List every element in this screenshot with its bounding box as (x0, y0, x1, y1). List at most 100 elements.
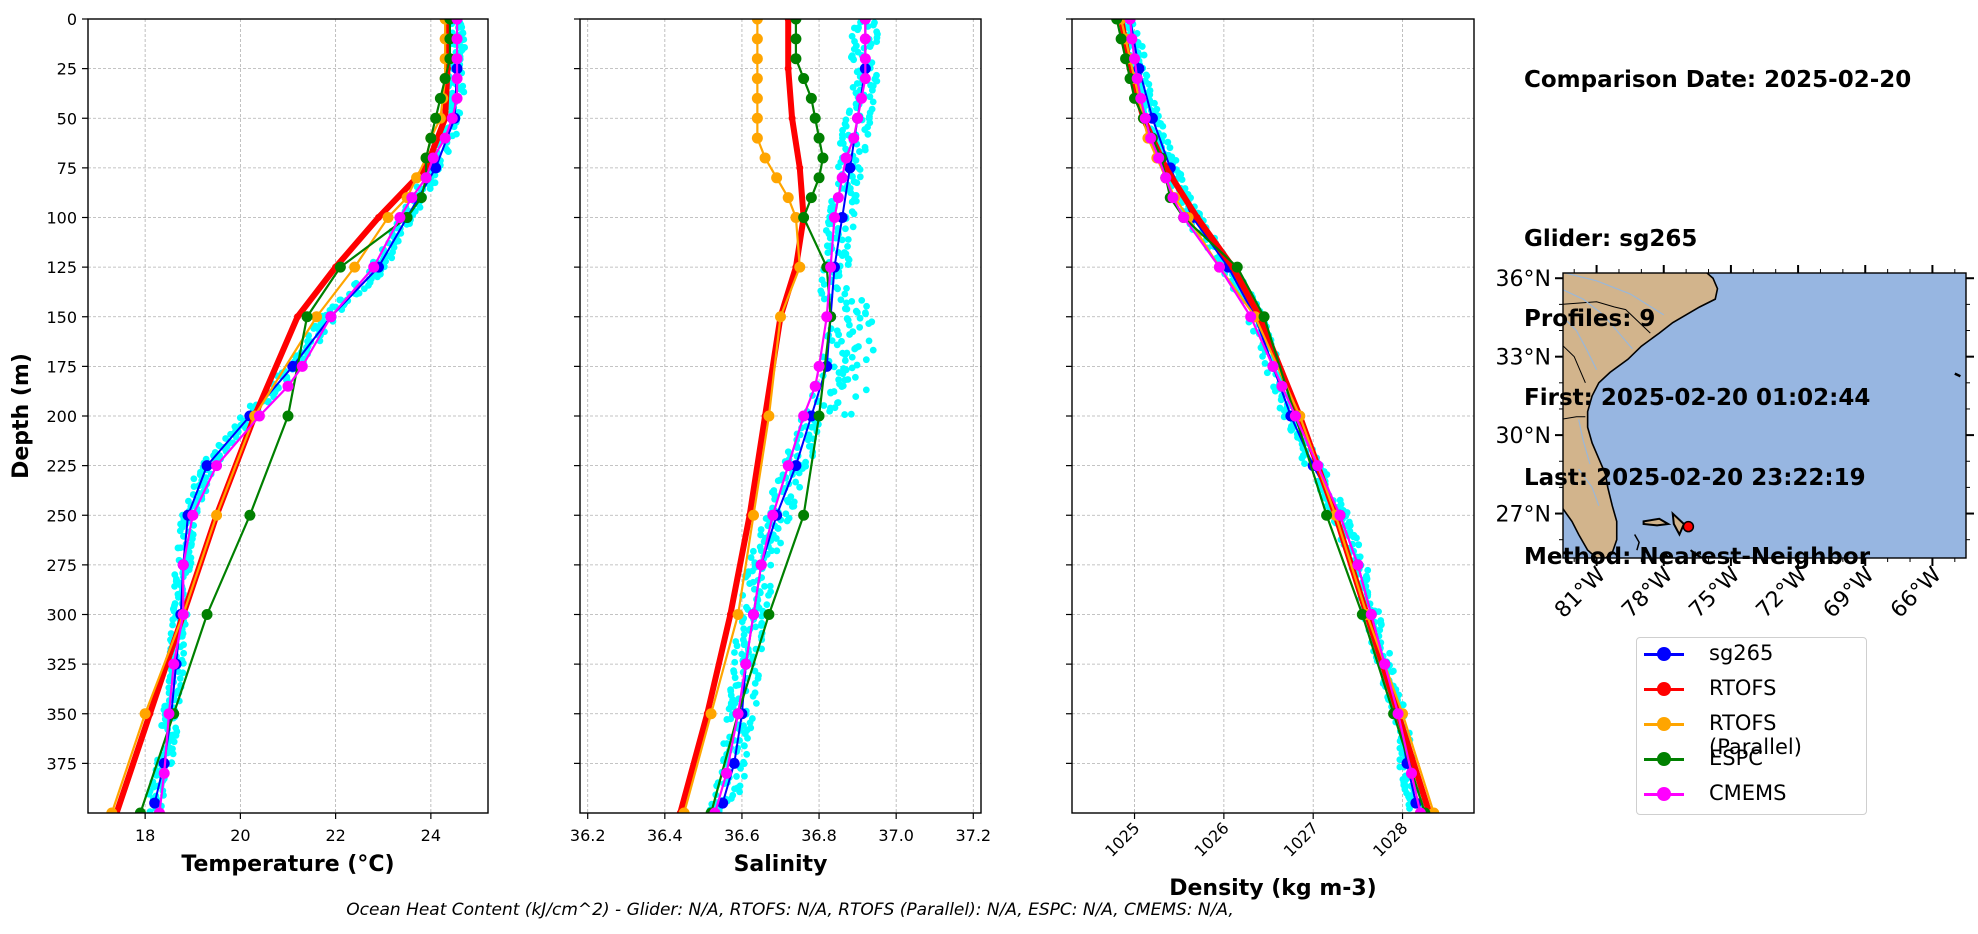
series-marker-cmems (296, 360, 308, 372)
series-marker-cmems (451, 53, 463, 65)
glider-scatter-point (861, 146, 869, 154)
series-marker-espc (244, 509, 256, 521)
glider-scatter-point (740, 625, 748, 633)
glider-scatter-point (828, 337, 836, 345)
glider-scatter-point (752, 700, 760, 707)
glider-scatter-point (856, 323, 864, 331)
glider-scatter-point (834, 285, 842, 293)
glider-scatter-point (843, 299, 850, 307)
profile-count: Profiles: 9 (1524, 305, 1656, 332)
glider-scatter-point (176, 527, 184, 535)
series-marker-espc (813, 172, 825, 184)
series-marker-espc (817, 152, 829, 164)
series-marker-cmems (1276, 380, 1288, 392)
series-marker-sg265 (836, 212, 848, 223)
series-marker-rtofs (374, 214, 382, 221)
y-axis-label: Depth (m) (9, 353, 34, 479)
glider-scatter-point (444, 148, 452, 156)
glider-scatter-point (844, 261, 852, 268)
glider-scatter-point (179, 669, 187, 677)
glider-scatter-point (1259, 352, 1266, 360)
glider-scatter-point (862, 386, 870, 394)
series-marker-cmems (1178, 212, 1190, 223)
glider-scatter-point (847, 410, 855, 418)
glider-scatter-point (853, 179, 861, 187)
series-marker-cmems (782, 460, 794, 472)
glider-scatter-point (844, 243, 851, 250)
series-line-sg265 (153, 19, 459, 804)
map-frame (1562, 272, 1967, 559)
glider-scatter-point (170, 738, 178, 746)
glider-scatter-point (845, 109, 853, 116)
series-marker-espc (334, 261, 346, 273)
glider-scatter-point (1280, 407, 1288, 415)
state-border (1563, 301, 1651, 334)
glider-scatter-point (838, 236, 846, 244)
glider-scatter-point (460, 88, 468, 96)
glider-scatter-point (795, 469, 803, 477)
glider-scatter-point (1250, 327, 1257, 335)
y-tick-label: 175 (46, 357, 77, 376)
series-marker-cmems (755, 559, 767, 571)
series-marker-rtofs-parallel- (411, 172, 423, 184)
x-tick-label: 1027 (1280, 818, 1322, 860)
glider-scatter-point (1375, 608, 1382, 616)
series-marker-rtofs-parallel- (751, 73, 763, 85)
glider-scatter-point (429, 179, 436, 187)
y-tick-label: 350 (46, 705, 77, 724)
plot-area (1111, 19, 1440, 813)
series-marker-cmems (158, 767, 170, 779)
series-marker-rtofs (726, 611, 734, 618)
glider-scatter-point (830, 363, 838, 371)
x-tick-label: 36.8 (801, 826, 837, 845)
series-marker-rtofs-parallel- (748, 509, 760, 521)
series-marker-sg265 (201, 460, 213, 472)
series-marker-cmems (1129, 53, 1141, 65)
glider-scatter-point (360, 285, 368, 293)
glider-scatter-point (817, 287, 825, 295)
series-marker-cmems (1153, 152, 1165, 164)
glider-scatter-point (741, 729, 749, 736)
glider-scatter-point (740, 772, 748, 780)
glider-scatter-point (774, 525, 782, 532)
glider-scatter-point (740, 641, 748, 649)
y-tick-label: 300 (46, 606, 77, 625)
glider-scatter-point (736, 788, 743, 796)
glider-scatter-point (766, 582, 774, 590)
glider-scatter-point (851, 373, 859, 381)
glider-scatter-point (849, 83, 857, 91)
glider-scatter-point (747, 554, 755, 561)
glider-scatter-point (310, 325, 318, 332)
series-marker-cmems (282, 380, 294, 392)
glider-scatter-point (1396, 744, 1404, 752)
y-tick-label: 50 (57, 109, 77, 128)
series-marker-cmems (1267, 360, 1279, 372)
glider-scatter-point (169, 616, 177, 624)
glider-scatter-point (835, 163, 842, 171)
series-marker-cmems (1405, 767, 1417, 779)
series-marker-cmems (859, 33, 871, 45)
glider-scatter-point (738, 618, 746, 626)
glider-scatter-point (169, 750, 177, 758)
glider-scatter-point (839, 370, 847, 378)
glider-scatter-point (169, 745, 176, 753)
series-marker-cmems (1352, 559, 1364, 571)
glider-scatter-point (740, 631, 748, 639)
legend-item: RTOFS (Parallel) (1637, 708, 1866, 759)
glider-scatter-point (731, 785, 738, 793)
glider-scatter-point (767, 561, 775, 569)
legend-swatch-marker (1657, 647, 1671, 661)
series-marker-cmems (427, 152, 439, 164)
glider-scatter-point (844, 376, 852, 383)
series-marker-cmems (420, 172, 432, 184)
last-time: Last: 2025-02-20 23:22:19 (1524, 464, 1866, 491)
series-marker-espc (415, 192, 427, 204)
series-marker-espc (434, 92, 446, 104)
x-tick-label: 20 (230, 826, 250, 845)
series-marker-espc (301, 311, 313, 323)
series-marker-cmems (153, 807, 165, 813)
glider-scatter-point (854, 26, 862, 34)
glider-scatter-point (449, 132, 456, 140)
glider-scatter-point (175, 593, 182, 601)
